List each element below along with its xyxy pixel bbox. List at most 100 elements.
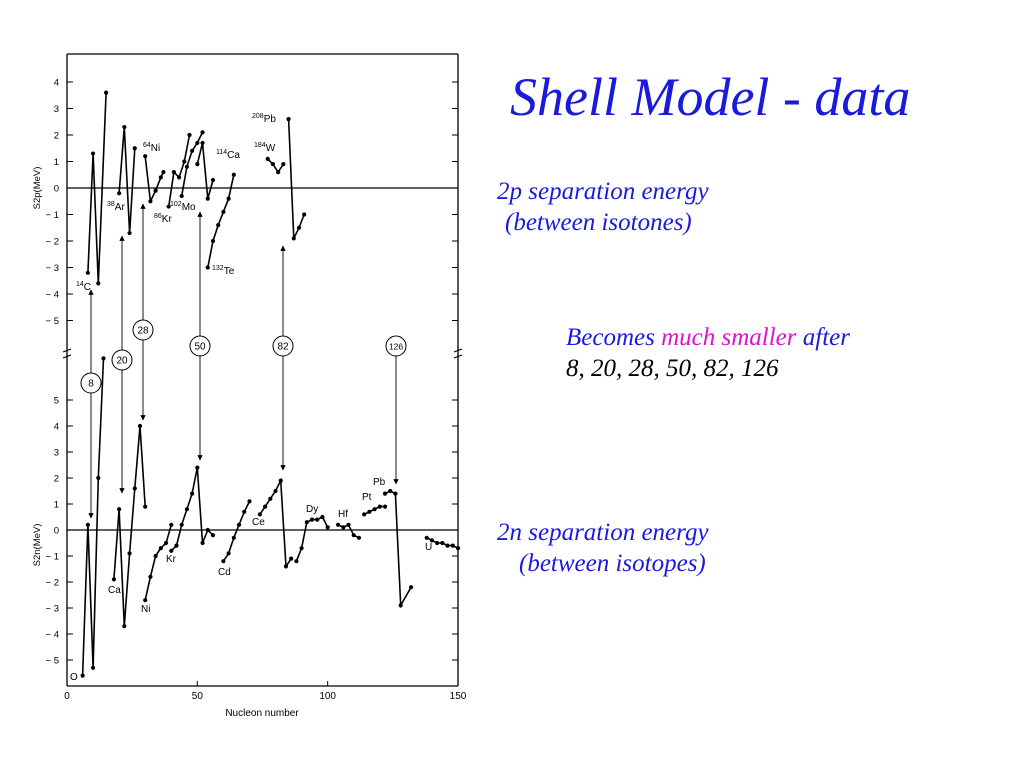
data-point: [283, 564, 289, 569]
data-point: [263, 504, 268, 509]
data-point: [335, 522, 341, 527]
data-point: [143, 598, 148, 603]
series-line-114Ca: [196, 142, 214, 199]
series-label-132Te: 132Te: [212, 265, 235, 277]
series-label-86Kr: 86Kr: [154, 213, 172, 225]
p-separation-label-line2: (between isotones): [505, 209, 692, 236]
data-point: [132, 146, 137, 151]
x-axis-label: Nucleon number: [225, 708, 299, 719]
magic-circle: [385, 335, 407, 357]
data-point: [325, 525, 330, 530]
series-label-208Pb: 208Pb: [252, 113, 276, 125]
magic-note-numbers: 8, 20, 28, 50, 82, 126: [566, 355, 779, 382]
data-point: [174, 543, 179, 548]
data-point: [132, 486, 137, 491]
data-point: [169, 522, 174, 527]
data-point: [195, 140, 200, 146]
n-separation-label-line1: 2n separation energy: [497, 519, 709, 546]
data-point: [408, 585, 414, 590]
series-line-Pb: [384, 490, 412, 609]
data-point: [117, 191, 122, 196]
series-line-Dy: [295, 515, 329, 562]
axis-break-mark: [453, 348, 463, 359]
x-tick-label: 0: [64, 691, 70, 702]
series-label-Pt: Pt: [362, 492, 372, 503]
data-point: [200, 540, 205, 546]
magic-circle: [132, 319, 154, 341]
data-point: [216, 223, 221, 228]
series-line-14C: [87, 92, 107, 284]
data-point: [341, 525, 346, 530]
data-point: [276, 170, 281, 175]
series-label-O: O: [70, 672, 78, 683]
data-point: [450, 543, 455, 548]
data-point: [190, 491, 195, 496]
data-point: [289, 556, 294, 561]
data-point: [367, 509, 372, 514]
x-tick-label: 50: [192, 691, 204, 702]
magic-number-126: 126: [385, 335, 407, 485]
magic-number-label: 28: [137, 326, 149, 337]
series-label-114Ca: 114Ca: [216, 149, 240, 161]
slide-title: Shell Model - data: [510, 67, 911, 127]
bottom-ytick-label: − 5: [46, 656, 59, 667]
data-point: [231, 535, 236, 540]
data-point: [294, 559, 299, 564]
data-point: [104, 90, 109, 95]
n-separation-label: 2n separation energy (between isotopes): [497, 517, 709, 579]
data-point: [315, 517, 320, 522]
data-point: [205, 265, 210, 270]
data-point: [195, 465, 200, 470]
data-point: [281, 162, 286, 167]
magic-note-becomes: Becomes: [566, 324, 655, 351]
data-point: [161, 170, 166, 175]
bottom-panel-s2n: 5 4 3 2 1 0 − 1 − 2 − 3 − 4 − 5 S2n(MeV) 0 50 100 150 Nu…: [32, 354, 467, 719]
magic-number-arrows: 8 20 28 50 82 126: [62, 203, 463, 519]
magic-number-50: 50: [189, 211, 211, 461]
data-point: [236, 522, 242, 527]
bottom-ytick-label: 4: [54, 422, 59, 433]
series-line-O: [81, 358, 105, 676]
series-line-132Te: [207, 174, 235, 268]
data-point: [362, 512, 367, 517]
data-point: [117, 507, 122, 512]
series-label-Hf: Hf: [338, 509, 348, 520]
data-point: [182, 159, 187, 164]
bottom-ytick-label: − 4: [46, 630, 59, 641]
magic-number-28: 28: [132, 203, 154, 421]
data-point: [85, 270, 90, 275]
top-ylabel: S2p(MeV): [32, 167, 43, 210]
bottom-ytick-label: 2: [54, 474, 59, 485]
data-point: [221, 559, 226, 564]
top-ytick-label: 3: [54, 104, 59, 115]
series-line-Ca: [113, 425, 146, 627]
x-tick-label: 150: [450, 691, 467, 702]
p-separation-label: 2p separation energy (between isotones): [497, 176, 709, 238]
top-ytick-label: − 4: [46, 290, 59, 301]
top-ytick-label: − 5: [46, 316, 59, 327]
data-point: [388, 488, 393, 494]
data-point: [153, 188, 158, 193]
data-point: [96, 281, 101, 286]
top-ytick-label: 0: [54, 184, 59, 195]
series-label-Pb: Pb: [373, 477, 386, 488]
data-point: [205, 196, 210, 201]
data-point: [176, 175, 182, 180]
data-point: [169, 548, 174, 553]
series-label-64Ni: 64Ni: [143, 142, 160, 154]
magic-note-emphasis: much smaller: [661, 324, 797, 351]
data-point: [153, 553, 158, 559]
magic-number-label: 50: [194, 342, 206, 353]
data-point: [270, 162, 276, 167]
data-point: [200, 140, 205, 146]
magic-number-label: 8: [88, 379, 94, 390]
data-point: [221, 209, 226, 214]
data-point: [445, 543, 450, 548]
data-point: [179, 522, 184, 527]
magic-circle: [272, 335, 294, 357]
data-point: [304, 520, 309, 525]
data-point: [398, 603, 403, 608]
magic-number-label: 82: [277, 342, 289, 353]
series-line-Ni: [144, 524, 173, 601]
data-point: [143, 504, 148, 509]
